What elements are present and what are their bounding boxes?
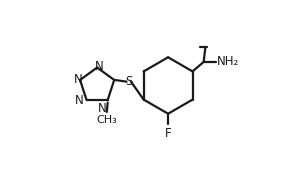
Text: NH₂: NH₂ <box>217 55 239 69</box>
Text: S: S <box>125 75 133 88</box>
Text: CH₃: CH₃ <box>96 115 117 124</box>
Text: N: N <box>73 73 82 86</box>
Text: N: N <box>75 94 84 107</box>
Text: N: N <box>98 102 107 115</box>
Text: N: N <box>95 60 104 73</box>
Text: F: F <box>165 127 172 140</box>
